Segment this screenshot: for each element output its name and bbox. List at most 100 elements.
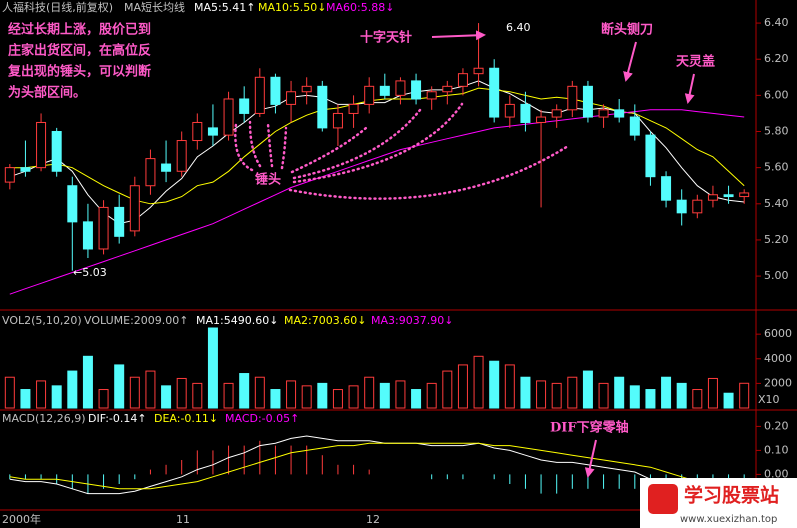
volume-bar (348, 385, 359, 409)
arrow (684, 73, 695, 104)
volume-bar (20, 389, 31, 409)
volume-bar (223, 382, 234, 409)
y-tick-label: 5.20 (764, 233, 789, 246)
y-tick-label: 6000 (764, 327, 792, 340)
legend: MA2:7003.60↓ (284, 314, 366, 327)
volume-bar (254, 376, 265, 409)
legend: VOLUME:2009.00↑ (84, 314, 188, 327)
volume-bar (51, 385, 62, 409)
candle-body (598, 109, 609, 118)
volume-bar (661, 376, 672, 409)
volume-bar (379, 382, 390, 409)
volume-bar (129, 376, 140, 409)
hammer-arrows (234, 102, 570, 200)
candle-body (270, 76, 281, 105)
volume-bar (411, 389, 422, 409)
candle-body (348, 103, 359, 114)
annotation: 锤头 (254, 172, 281, 188)
volume-bar (614, 376, 625, 409)
volume-bar (551, 382, 562, 409)
candle-body (614, 109, 625, 118)
candle-body (723, 194, 734, 198)
line (9, 442, 745, 502)
volume-bar (536, 380, 547, 409)
arrow (584, 439, 597, 478)
watermark: 学习股票站 www.xuexizhan.top (640, 478, 797, 528)
candle-body (567, 85, 578, 111)
candle-body (364, 85, 375, 105)
arrow (431, 30, 486, 41)
candle-body (629, 116, 640, 136)
candle-body (207, 127, 218, 136)
candle-body (176, 140, 187, 172)
volume-bar (36, 380, 47, 409)
candle-body (692, 199, 703, 214)
legend: MA10:5.50↓ (258, 1, 326, 14)
volume-bar (98, 389, 109, 409)
volume-bar (692, 389, 703, 409)
volume-bar (676, 382, 687, 409)
candle-body (395, 80, 406, 96)
y-tick-label: 4000 (764, 352, 792, 365)
volume-bar (645, 389, 656, 409)
candle-body (98, 206, 109, 250)
legend: MA短长均线 (124, 0, 185, 14)
volume-bar (442, 370, 453, 409)
volume-bar (629, 385, 640, 409)
volume-bar (473, 355, 484, 409)
legend: MA3:9037.90↓ (371, 314, 453, 327)
note: 复出现的锤头，可以判断 (7, 64, 151, 80)
date-label: 12 (366, 513, 380, 526)
watermark-url: www.xuexizhan.top (680, 514, 777, 525)
candle-body (582, 85, 593, 118)
candle-body (473, 67, 484, 75)
candle-body (145, 158, 156, 187)
y-tick-label: 6.00 (764, 88, 789, 101)
volume-bar (301, 385, 312, 409)
volume-bar (176, 377, 187, 409)
legend: DEA:-0.11↓ (154, 412, 218, 425)
candle-body (645, 134, 656, 178)
legend: MA60:5.88↓ (326, 1, 394, 14)
candle-body (254, 76, 265, 114)
volume-bar (145, 370, 156, 409)
legend: VOL2(5,10,20) (2, 314, 82, 327)
frame (0, 0, 797, 511)
candle-body (4, 167, 15, 183)
volume-bar (270, 389, 281, 409)
volume-bar (489, 360, 500, 409)
candle-body (676, 199, 687, 214)
volume-bar (332, 389, 343, 409)
volume-bar (723, 392, 734, 409)
legend: MACD:-0.05↑ (225, 412, 299, 425)
volume-bar (161, 385, 172, 409)
legend: MA1:5490.60↓ (196, 314, 278, 327)
watermark-name: 学习股票站 (684, 484, 779, 507)
price-label: 6.40 (506, 21, 531, 34)
volume-bar (520, 376, 531, 409)
annotation: DIF下穿零轴 (550, 420, 629, 436)
candle-body (504, 103, 515, 118)
volume-bar (582, 370, 593, 409)
candle-body (82, 221, 93, 250)
price-label: ←5.03 (73, 266, 107, 279)
volume-bar (426, 382, 437, 409)
legend: 人福科技(日线,前复权) (2, 0, 113, 14)
line (9, 109, 745, 295)
candle-body (20, 167, 31, 172)
candle-body (114, 206, 125, 237)
y-tick-label: 2000 (764, 376, 792, 389)
volume-bar (239, 373, 250, 409)
candle-body (286, 91, 297, 105)
volume-bar (67, 370, 78, 409)
candle-body (457, 73, 468, 87)
candle-body (161, 163, 172, 172)
candle-body (51, 131, 62, 172)
y-tick-label: 0.00 (764, 467, 789, 480)
volume-bar (364, 376, 375, 409)
y-tick-label: 5.40 (764, 197, 789, 210)
candle-body (36, 121, 47, 169)
candle-body (129, 185, 140, 232)
annotation: 天灵盖 (676, 54, 715, 70)
